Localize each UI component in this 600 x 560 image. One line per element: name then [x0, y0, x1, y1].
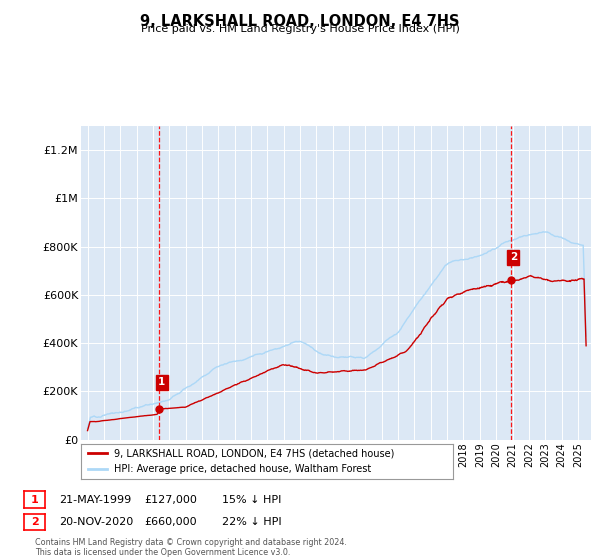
Text: HPI: Average price, detached house, Waltham Forest: HPI: Average price, detached house, Walt…: [115, 464, 372, 474]
Text: 2: 2: [510, 253, 517, 263]
Text: Contains HM Land Registry data © Crown copyright and database right 2024.
This d: Contains HM Land Registry data © Crown c…: [35, 538, 347, 557]
Text: 15% ↓ HPI: 15% ↓ HPI: [222, 494, 281, 505]
Text: 21-MAY-1999: 21-MAY-1999: [59, 494, 131, 505]
Text: 20-NOV-2020: 20-NOV-2020: [59, 517, 133, 527]
Text: 2: 2: [31, 517, 38, 527]
Text: 1: 1: [158, 377, 166, 388]
Text: 9, LARKSHALL ROAD, LONDON, E4 7HS (detached house): 9, LARKSHALL ROAD, LONDON, E4 7HS (detac…: [115, 449, 395, 459]
Text: 1: 1: [31, 494, 38, 505]
Text: £127,000: £127,000: [144, 494, 197, 505]
Text: £660,000: £660,000: [144, 517, 197, 527]
Text: 9, LARKSHALL ROAD, LONDON, E4 7HS: 9, LARKSHALL ROAD, LONDON, E4 7HS: [140, 14, 460, 29]
Text: Price paid vs. HM Land Registry's House Price Index (HPI): Price paid vs. HM Land Registry's House …: [140, 24, 460, 34]
Text: 22% ↓ HPI: 22% ↓ HPI: [222, 517, 281, 527]
